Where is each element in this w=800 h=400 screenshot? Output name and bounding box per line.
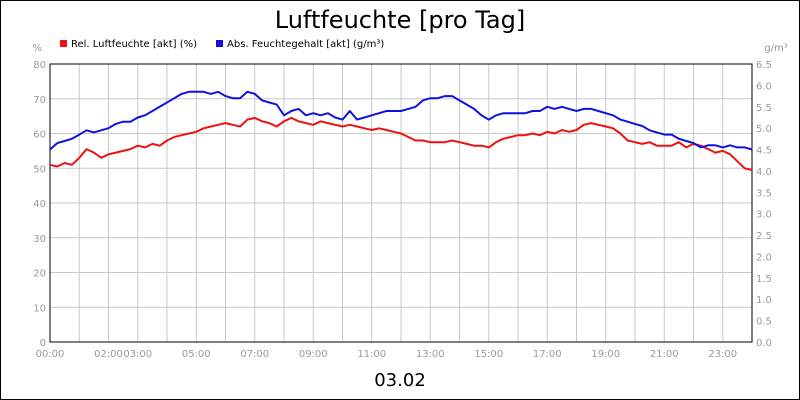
chart-title: Luftfeuchte [pro Tag] bbox=[275, 6, 525, 34]
x-tick-label: 23:00 bbox=[708, 349, 737, 360]
y-left-tick-label: 10 bbox=[33, 303, 46, 314]
legend-label-abs-humidity: Abs. Feuchtegehalt [akt] (g/m³) bbox=[227, 39, 384, 50]
y-right-unit: g/m³ bbox=[764, 43, 787, 54]
y-right-tick-label: 5.0 bbox=[756, 124, 772, 135]
y-right-tick-label: 5.5 bbox=[756, 103, 772, 114]
legend-swatch-rel-humidity bbox=[60, 40, 67, 47]
x-tick-label: 00:00 bbox=[36, 349, 65, 360]
plot-area-border bbox=[49, 63, 753, 343]
x-tick-label: 19:00 bbox=[591, 349, 620, 360]
y-left-tick-label: 50 bbox=[33, 164, 46, 175]
x-tick-label: 03:00 bbox=[123, 349, 152, 360]
y-left-tick-label: 80 bbox=[33, 60, 46, 71]
chart-footer-date: 03.02 bbox=[374, 370, 426, 391]
y-right-tick-label: 1.5 bbox=[756, 274, 772, 285]
legend-swatch-abs-humidity bbox=[216, 40, 223, 47]
grid-layer bbox=[50, 63, 752, 343]
y-right-tick-label: 4.5 bbox=[756, 146, 772, 157]
y-left-tick-label: 0 bbox=[40, 338, 46, 349]
x-tick-label: 17:00 bbox=[533, 349, 562, 360]
y-left-tick-label: 20 bbox=[33, 269, 46, 280]
tick-layer: 0 10 20 30 40 50 60 70 80 0.0 0.5 1.0 1.5 2.0 2.5 3.0 3.… bbox=[33, 60, 772, 360]
y-right-tick-label: 0.5 bbox=[756, 317, 772, 328]
x-tick-label: 21:00 bbox=[650, 349, 679, 360]
y-left-tick-label: 70 bbox=[33, 95, 46, 106]
y-right-tick-label: 3.0 bbox=[756, 210, 772, 221]
x-tick-label: 09:00 bbox=[299, 349, 328, 360]
y-right-tick-label: 3.5 bbox=[756, 188, 772, 199]
x-tick-label: 07:00 bbox=[240, 349, 269, 360]
y-right-tick-label: 4.0 bbox=[756, 167, 772, 178]
x-tick-label: 02:00 bbox=[94, 349, 123, 360]
legend-label-rel-humidity: Rel. Luftfeuchte [akt] (%) bbox=[71, 39, 197, 50]
x-tick-label: 13:00 bbox=[416, 349, 445, 360]
y-left-tick-label: 60 bbox=[33, 130, 46, 141]
y-left-tick-label: 40 bbox=[33, 199, 46, 210]
y-right-tick-label: 2.0 bbox=[756, 252, 772, 263]
y-right-tick-label: 6.0 bbox=[756, 81, 772, 92]
y-right-tick-label: 1.0 bbox=[756, 295, 772, 306]
legend: Rel. Luftfeuchte [akt] (%) Abs. Feuchteg… bbox=[60, 39, 384, 50]
y-left-tick-label: 30 bbox=[33, 234, 46, 245]
series-layer bbox=[49, 90, 753, 171]
y-right-tick-label: 0.0 bbox=[756, 338, 772, 349]
x-tick-label: 11:00 bbox=[357, 349, 386, 360]
y-right-tick-label: 2.5 bbox=[756, 231, 772, 242]
series-line-abs-humidity bbox=[49, 90, 753, 151]
y-left-unit: % bbox=[32, 43, 42, 54]
x-tick-label: 05:00 bbox=[182, 349, 211, 360]
y-right-tick-label: 6.5 bbox=[756, 60, 772, 71]
x-tick-label: 15:00 bbox=[474, 349, 503, 360]
series-line-rel-humidity bbox=[49, 116, 753, 171]
